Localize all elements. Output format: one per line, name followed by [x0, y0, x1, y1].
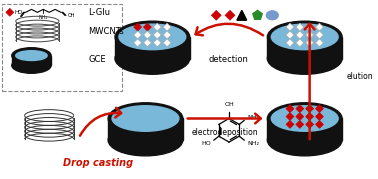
Text: OH: OH — [224, 102, 234, 107]
Text: HO: HO — [15, 10, 23, 15]
Polygon shape — [12, 56, 51, 65]
Ellipse shape — [12, 58, 51, 73]
Polygon shape — [134, 23, 141, 31]
Polygon shape — [316, 23, 324, 31]
Polygon shape — [253, 10, 262, 19]
Polygon shape — [163, 31, 171, 39]
Ellipse shape — [115, 43, 190, 74]
Polygon shape — [296, 23, 304, 31]
Polygon shape — [296, 31, 304, 39]
Polygon shape — [286, 23, 294, 31]
Polygon shape — [286, 105, 294, 113]
Text: NH₂: NH₂ — [39, 15, 48, 20]
Polygon shape — [296, 113, 304, 120]
Polygon shape — [316, 105, 324, 113]
Polygon shape — [286, 113, 294, 120]
Text: GCE: GCE — [88, 55, 106, 64]
Text: NH₂: NH₂ — [247, 141, 259, 146]
Polygon shape — [306, 31, 314, 39]
Polygon shape — [296, 120, 304, 128]
Polygon shape — [134, 39, 141, 47]
Polygon shape — [108, 118, 183, 140]
Polygon shape — [306, 39, 314, 47]
Polygon shape — [306, 113, 314, 120]
Polygon shape — [267, 37, 342, 59]
Text: MWCNTs: MWCNTs — [88, 28, 124, 37]
Polygon shape — [286, 39, 294, 47]
Polygon shape — [316, 39, 324, 47]
Text: NH₂: NH₂ — [247, 115, 259, 120]
Polygon shape — [144, 39, 151, 47]
Ellipse shape — [267, 43, 342, 74]
Text: OH: OH — [68, 13, 75, 18]
Polygon shape — [211, 10, 221, 20]
Polygon shape — [153, 39, 161, 47]
Ellipse shape — [271, 106, 338, 131]
FancyBboxPatch shape — [2, 4, 122, 91]
Polygon shape — [237, 10, 247, 20]
Ellipse shape — [16, 51, 47, 61]
Ellipse shape — [267, 21, 342, 53]
Polygon shape — [306, 105, 314, 113]
Ellipse shape — [108, 103, 183, 134]
Polygon shape — [316, 31, 324, 39]
Polygon shape — [115, 37, 190, 59]
Ellipse shape — [108, 124, 183, 156]
Polygon shape — [225, 10, 235, 20]
Ellipse shape — [12, 48, 51, 63]
Polygon shape — [163, 39, 171, 47]
Polygon shape — [316, 113, 324, 120]
Polygon shape — [134, 31, 141, 39]
Ellipse shape — [115, 21, 190, 53]
Text: HO: HO — [201, 141, 211, 146]
Text: L-Glu: L-Glu — [88, 8, 110, 17]
Polygon shape — [144, 31, 151, 39]
Ellipse shape — [266, 11, 278, 20]
Polygon shape — [153, 31, 161, 39]
Polygon shape — [286, 120, 294, 128]
Polygon shape — [144, 23, 151, 31]
Ellipse shape — [119, 24, 186, 50]
Ellipse shape — [267, 103, 342, 134]
Text: elution: elution — [347, 72, 373, 81]
Polygon shape — [296, 105, 304, 113]
Ellipse shape — [267, 124, 342, 156]
Polygon shape — [306, 120, 314, 128]
Polygon shape — [163, 23, 171, 31]
Text: Drop casting: Drop casting — [63, 158, 133, 168]
Polygon shape — [286, 31, 294, 39]
Polygon shape — [153, 23, 161, 31]
Ellipse shape — [112, 106, 179, 131]
Polygon shape — [316, 120, 324, 128]
Polygon shape — [267, 118, 342, 140]
Text: detection: detection — [208, 55, 248, 64]
Ellipse shape — [271, 24, 338, 50]
Polygon shape — [6, 8, 14, 16]
Text: electrodeposition: electrodeposition — [192, 128, 259, 137]
Polygon shape — [296, 39, 304, 47]
Polygon shape — [306, 23, 314, 31]
